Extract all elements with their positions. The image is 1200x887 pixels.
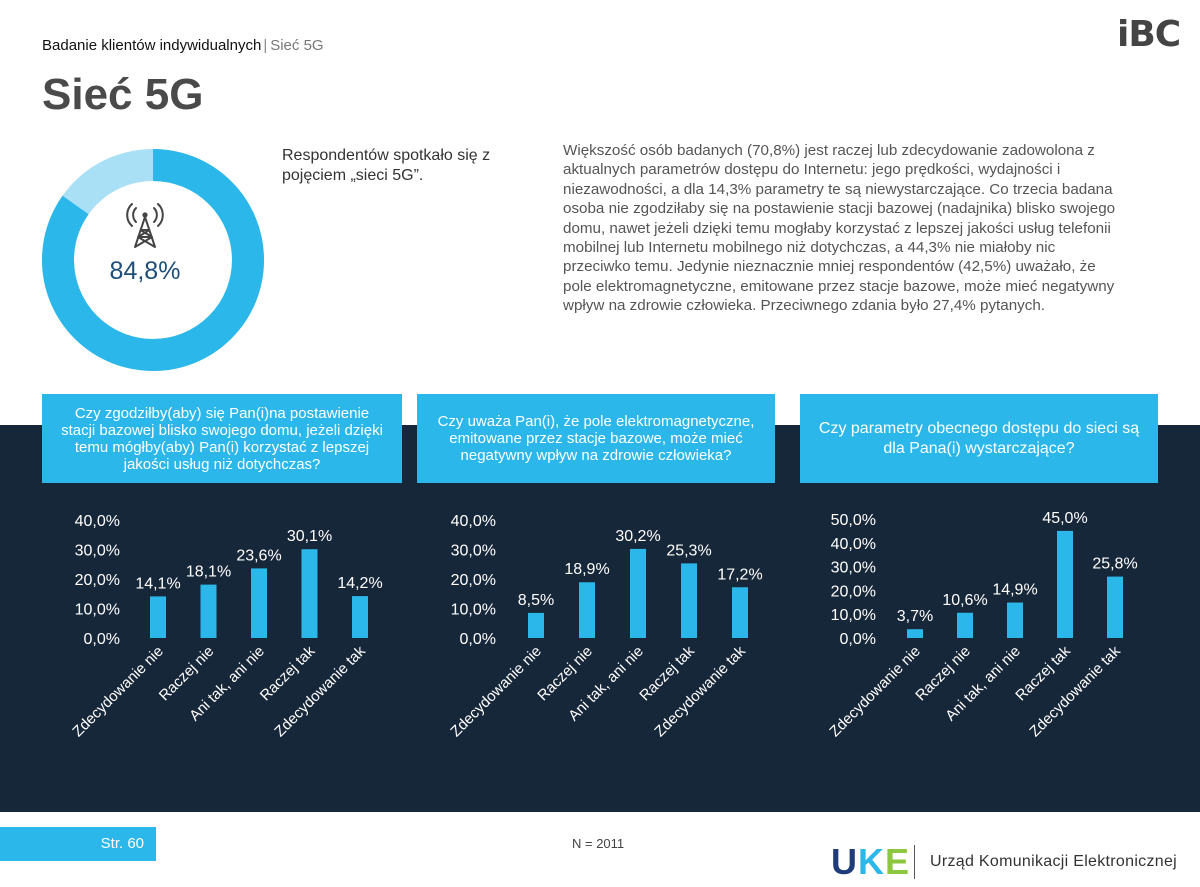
y-tick-label: 0,0%: [84, 631, 120, 648]
y-tick-label: 20,0%: [831, 583, 876, 600]
summary-text: Większość osób badanych (70,8%) jest rac…: [563, 142, 1116, 315]
bar-value-label: 30,2%: [615, 528, 660, 545]
bar-value-label: 45,0%: [1042, 510, 1087, 527]
category-label: Zdecydowanie tak: [271, 642, 369, 740]
bar: [579, 582, 595, 638]
bar: [1007, 602, 1023, 638]
y-tick-label: 30,0%: [75, 543, 120, 560]
intro-text: Respondentów spotkało się z pojęciem „si…: [282, 147, 491, 184]
bar: [681, 563, 697, 638]
page-number: Str. 60: [0, 827, 156, 861]
question-box-3: Czy parametry obecnego dostępu do sieci …: [800, 394, 1158, 483]
question-box-1: Czy zgodziłby(aby) się Pan(i)na postawie…: [42, 394, 402, 483]
bar: [957, 612, 973, 638]
bar-value-label: 14,1%: [135, 575, 180, 592]
bar-value-label: 23,6%: [236, 547, 281, 564]
bar: [200, 584, 217, 638]
y-tick-label: 20,0%: [451, 572, 496, 589]
bar: [301, 549, 318, 638]
y-tick-label: 10,0%: [75, 602, 120, 619]
bar-value-label: 14,2%: [337, 575, 382, 592]
bar-value-label: 30,1%: [287, 528, 332, 545]
bar: [528, 612, 544, 638]
bar: [732, 587, 748, 638]
y-tick-label: 40,0%: [451, 513, 496, 530]
category-label: Zdecydowanie nie: [69, 643, 167, 741]
sample-size: N = 2011: [572, 836, 625, 851]
y-tick-label: 0,0%: [460, 631, 496, 648]
y-tick-label: 10,0%: [831, 607, 876, 624]
bar-value-label: 25,8%: [1092, 556, 1137, 573]
page-title: Sieć 5G: [42, 70, 204, 119]
y-tick-label: 30,0%: [451, 543, 496, 560]
radio-tower-icon: [126, 203, 164, 248]
breadcrumb-sub: Sieć 5G: [270, 37, 324, 54]
bar-value-label: 18,1%: [186, 564, 231, 581]
category-label: Zdecydowanie nie: [447, 643, 545, 741]
y-tick-label: 40,0%: [831, 536, 876, 553]
y-tick-label: 50,0%: [831, 512, 876, 529]
bar-value-label: 10,6%: [942, 592, 987, 609]
y-tick-label: 20,0%: [75, 572, 120, 589]
chart-emf-health: 0,0% 10,0% 20,0% 30,0% 40,0% 8,5% Zdecydowanie…: [447, 513, 762, 741]
bar-value-label: 14,9%: [992, 582, 1037, 599]
uke-name: Urząd Komunikacji Elektronicznej: [930, 853, 1178, 870]
bar-value-label: 17,2%: [717, 566, 762, 583]
bar: [1107, 576, 1123, 638]
bar-value-label: 3,7%: [897, 608, 933, 625]
uke-logo: UKE: [831, 841, 911, 882]
breadcrumb-separator: |: [263, 37, 268, 54]
ibc-logo: iBC: [1117, 14, 1181, 55]
donut-value: 84,8%: [109, 257, 181, 285]
category-label: Zdecydowanie nie: [826, 643, 924, 741]
bar: [630, 548, 646, 638]
awareness-donut: [42, 149, 264, 371]
breadcrumb-main: Badanie klientów indywidualnych: [42, 37, 262, 54]
bar: [1057, 530, 1073, 638]
category-label: Zdecydowanie tak: [651, 642, 749, 740]
chart-station-consent: 0,0% 10,0% 20,0% 30,0% 40,0% 14,1% Zdecydowani…: [69, 513, 382, 741]
y-tick-label: 30,0%: [831, 560, 876, 577]
bar-value-label: 25,3%: [666, 542, 711, 559]
donut-value-ring: [42, 149, 264, 371]
bar-value-label: 8,5%: [518, 592, 554, 609]
bar: [352, 596, 368, 638]
uke-divider: [914, 845, 915, 879]
bar: [907, 629, 923, 638]
bar: [150, 596, 166, 638]
y-tick-label: 40,0%: [75, 513, 120, 530]
question-box-2: Czy uważa Pan(i), że pole elektromagnety…: [417, 394, 775, 483]
bar-value-label: 18,9%: [564, 561, 609, 578]
category-label: Zdecydowanie tak: [1026, 642, 1124, 740]
chart-access-sufficiency: 0,0% 10,0% 20,0% 30,0% 40,0% 50,0% 3,7% Zdecydo…: [826, 510, 1137, 741]
y-tick-label: 0,0%: [840, 631, 876, 648]
charts-background: [0, 425, 1200, 812]
breadcrumb: Badanie klientów indywidualnych | Sieć 5G: [42, 37, 324, 54]
bar: [251, 568, 267, 638]
y-tick-label: 10,0%: [451, 602, 496, 619]
